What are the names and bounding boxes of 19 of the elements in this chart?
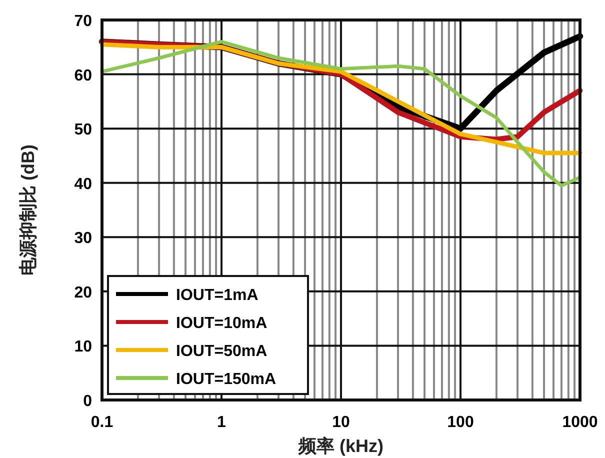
y-axis-title: 电源抑制比 (dB) — [18, 144, 38, 276]
legend-label: IOUT=50mA — [176, 343, 268, 360]
x-tick-label: 100 — [447, 414, 474, 431]
legend-label: IOUT=150mA — [176, 371, 276, 388]
legend-label: IOUT=10mA — [176, 315, 268, 332]
x-tick-label: 1 — [217, 414, 226, 431]
legend-label: IOUT=1mA — [176, 287, 259, 304]
y-tick-label: 20 — [74, 284, 92, 302]
y-tick-label: 60 — [74, 67, 92, 84]
y-tick-label: 50 — [74, 122, 92, 139]
y-tick-label: 70 — [74, 13, 92, 30]
x-tick-label: 10 — [332, 414, 350, 431]
y-tick-label: 10 — [74, 338, 92, 356]
y-tick-label: 0 — [83, 393, 92, 410]
y-tick-label: 40 — [74, 176, 92, 193]
x-tick-label: 1000 — [562, 414, 598, 431]
x-axis-title: 频率 (kHz) — [298, 436, 384, 456]
y-tick-label: 30 — [74, 230, 92, 248]
x-tick-label: 0.1 — [90, 414, 114, 431]
